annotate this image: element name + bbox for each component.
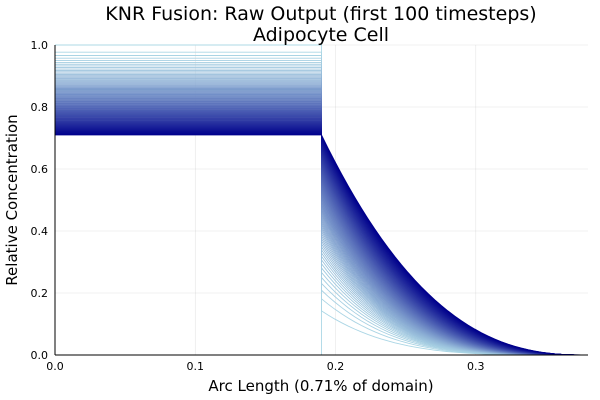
x-tick-label: 0.0 xyxy=(46,360,64,373)
series-lines xyxy=(55,44,589,356)
axes xyxy=(54,45,588,356)
y-tick-label: 0.0 xyxy=(31,349,49,362)
y-tick-label: 0.6 xyxy=(31,163,49,176)
y-tick-label: 0.2 xyxy=(31,287,49,300)
x-axis-title: Arc Length (0.71% of domain) xyxy=(208,377,433,395)
x-tick-label: 0.2 xyxy=(327,360,345,373)
series-line xyxy=(55,134,589,356)
tick-labels: 0.0 0.1 0.2 0.3 0.0 0.2 0.4 0.6 0.8 1.0 xyxy=(31,39,485,373)
y-tick-label: 1.0 xyxy=(31,39,49,52)
y-tick-label: 0.4 xyxy=(31,225,49,238)
x-tick-label: 0.1 xyxy=(187,360,205,373)
chart-title: KNR Fusion: Raw Output (first 100 timest… xyxy=(105,3,536,25)
y-tick-label: 0.8 xyxy=(31,101,49,114)
x-tick-label: 0.3 xyxy=(467,360,485,373)
y-axis-title: Relative Concentration xyxy=(3,114,21,285)
chart-subtitle: Adipocyte Cell xyxy=(253,24,389,46)
